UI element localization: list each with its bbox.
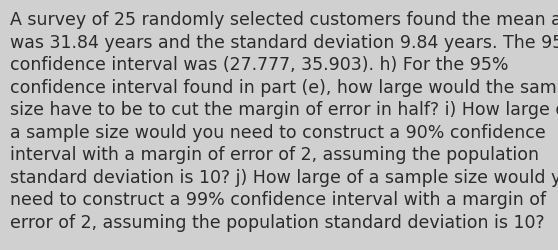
Text: A survey of 25 randomly selected customers found the mean age
was 31.84 years an: A survey of 25 randomly selected custome… <box>10 11 558 231</box>
